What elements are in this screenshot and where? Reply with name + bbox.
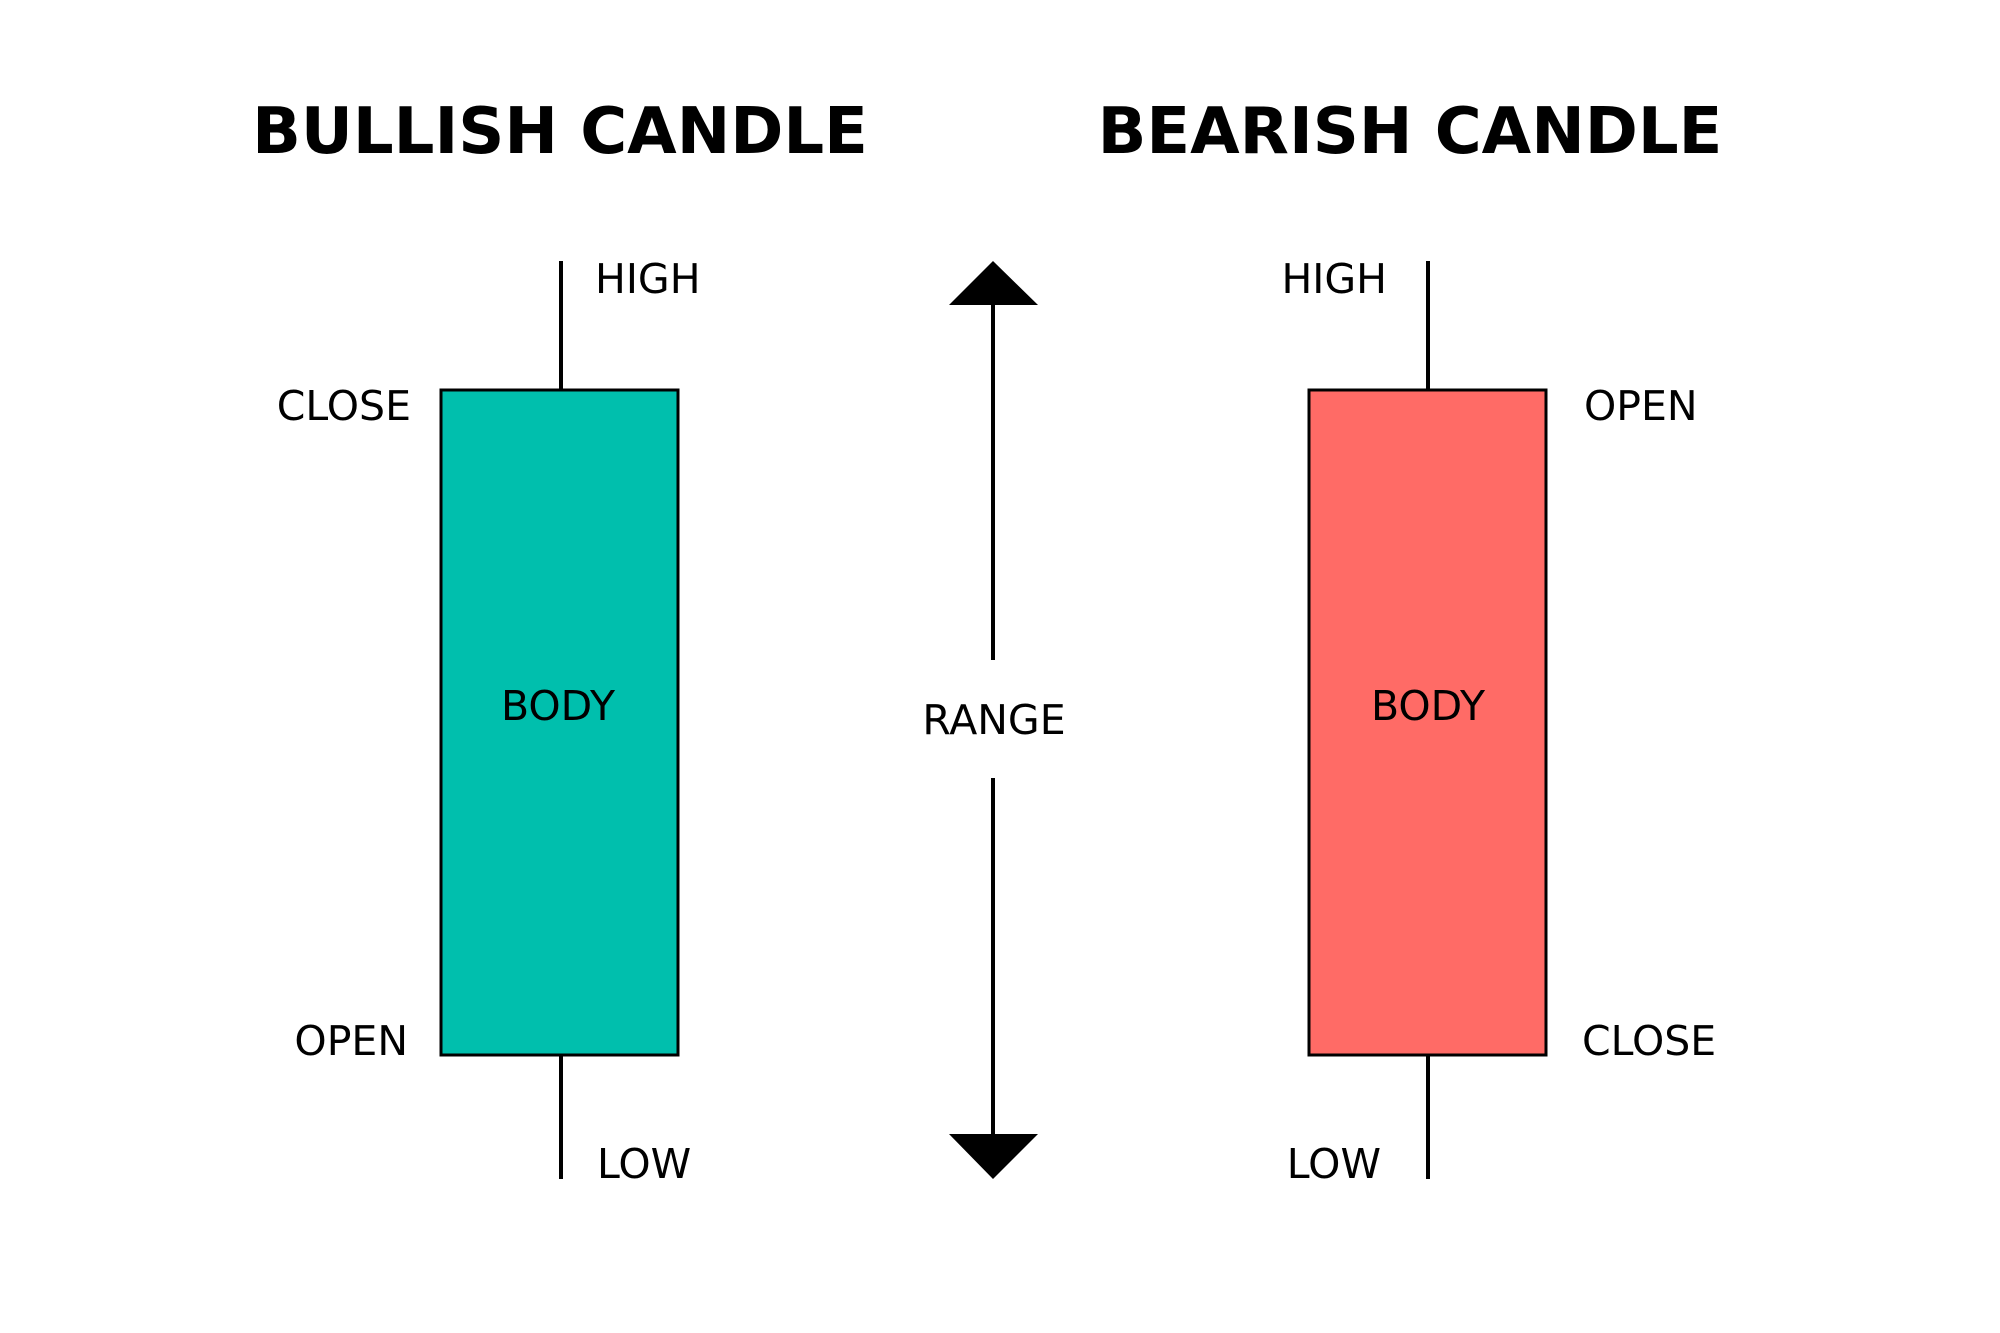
bearish-candle: HIGH OPEN BODY CLOSE LOW (1281, 255, 1716, 1188)
bullish-body-label: BODY (501, 682, 616, 730)
bearish-high-label: HIGH (1281, 255, 1387, 303)
bullish-candle-title: BULLISH CANDLE (252, 95, 868, 169)
bullish-candle: HIGH CLOSE BODY OPEN LOW (277, 255, 701, 1188)
range-indicator: RANGE (922, 261, 1066, 1179)
bullish-low-label: LOW (597, 1140, 691, 1188)
bullish-close-label: CLOSE (277, 382, 411, 430)
bearish-candle-title: BEARISH CANDLE (1098, 95, 1723, 169)
bearish-low-label: LOW (1287, 1140, 1381, 1188)
arrow-up-icon (949, 261, 1038, 305)
bearish-body-label: BODY (1371, 682, 1486, 730)
bullish-open-label: OPEN (294, 1017, 408, 1065)
range-label: RANGE (922, 696, 1065, 744)
bearish-close-label: CLOSE (1582, 1017, 1716, 1065)
bullish-high-label: HIGH (595, 255, 701, 303)
arrow-down-icon (949, 1134, 1038, 1179)
bearish-open-label: OPEN (1584, 382, 1698, 430)
